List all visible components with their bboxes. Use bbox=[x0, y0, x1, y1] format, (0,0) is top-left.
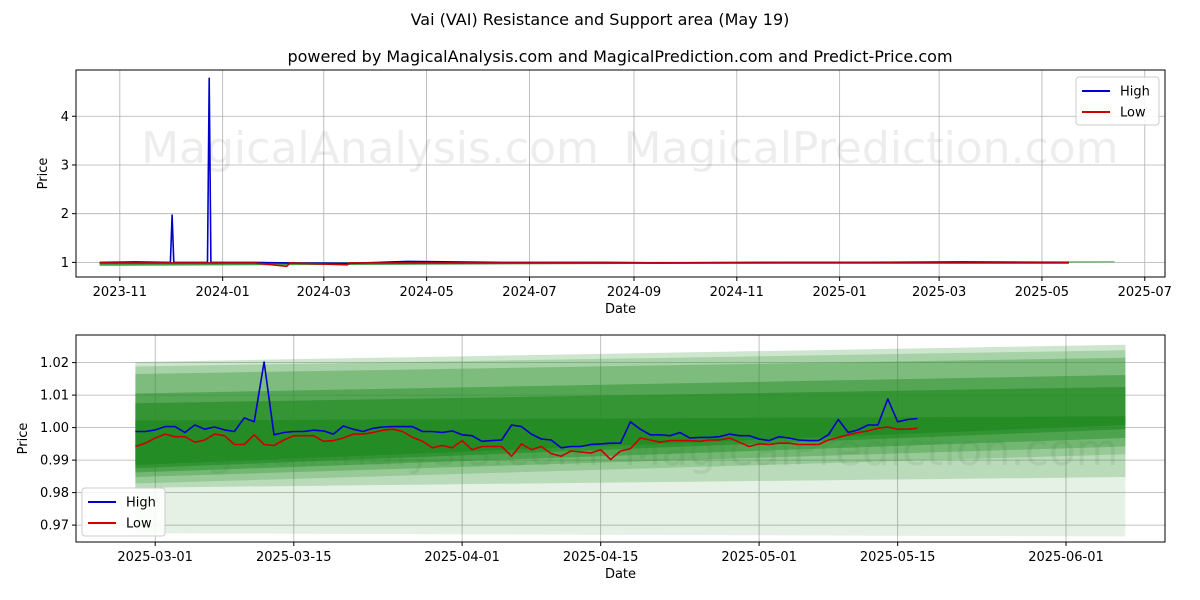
x-tick-label: 2025-05-01 bbox=[721, 550, 797, 565]
plot-frame bbox=[75, 334, 1166, 543]
series-lines bbox=[99, 77, 1069, 268]
y-tick-label: 1.01 bbox=[40, 389, 69, 404]
legend-label-low: Low bbox=[126, 517, 152, 532]
top-chart-panel: MagicalAnalysis.com MagicalPrediction.com… bbox=[36, 69, 1172, 317]
y-tick-label: 1.02 bbox=[40, 356, 69, 371]
x-tick-label: 2025-03 bbox=[912, 285, 966, 300]
x-tick-label: 2024-05 bbox=[399, 285, 453, 300]
x-tick-label: 2024-07 bbox=[502, 285, 556, 300]
y-tick-label: 0.98 bbox=[40, 486, 69, 501]
x-tick-label: 2024-11 bbox=[710, 285, 764, 300]
x-tick-label: 2025-01 bbox=[812, 285, 866, 300]
series-line-low bbox=[135, 426, 918, 461]
chart-subtitle: powered by MagicalAnalysis.com and Magic… bbox=[287, 47, 952, 66]
y-tick-label: 0.97 bbox=[40, 519, 69, 534]
x-tick-label: 2025-07 bbox=[1118, 285, 1172, 300]
legend-label-high: High bbox=[126, 496, 156, 511]
watermark: MagicalAnalysis.com MagicalPrediction.com bbox=[141, 123, 1118, 174]
y-axis-label: Price bbox=[36, 158, 51, 190]
x-tick-label: 2025-03-15 bbox=[256, 550, 332, 565]
x-tick-label: 2025-04-01 bbox=[424, 550, 500, 565]
x-tick-label: 2025-05-15 bbox=[860, 550, 936, 565]
plot-frame bbox=[75, 69, 1166, 278]
legend: High Low bbox=[81, 487, 166, 537]
y-tick-label: 0.99 bbox=[40, 454, 69, 469]
series-line-high bbox=[135, 361, 918, 449]
tick-labels: 2025-03-01 2025-03-15 2025-04-01 2025-04-15… bbox=[40, 356, 1104, 565]
chart-title: Vai (VAI) Resistance and Support area (M… bbox=[411, 10, 790, 29]
y-tick-label: 3 bbox=[61, 158, 69, 173]
x-axis-label: Date bbox=[605, 567, 636, 582]
x-tick-label: 2025-03-01 bbox=[117, 550, 193, 565]
series-lines bbox=[135, 361, 918, 461]
series-line-low bbox=[99, 262, 1069, 268]
x-axis-label: Date bbox=[605, 302, 636, 317]
x-tick-label: 2023-11 bbox=[93, 285, 147, 300]
x-tick-label: 2024-01 bbox=[195, 285, 249, 300]
legend-label-high: High bbox=[1120, 85, 1150, 100]
prediction-bands bbox=[135, 344, 1126, 537]
y-axis-label: Price bbox=[16, 423, 31, 455]
bottom-chart-panel: MagicalAnalysis.comMagicalPrediction.com… bbox=[16, 334, 1166, 582]
legend-label-low: Low bbox=[1120, 106, 1146, 121]
tick-labels: 2023-11 2024-01 2024-03 2024-05 2024-07 2024-… bbox=[61, 110, 1172, 300]
watermark-left: MagicalAnalysis.com bbox=[141, 123, 599, 174]
y-tick-label: 2 bbox=[61, 207, 69, 222]
x-tick-label: 2024-09 bbox=[607, 285, 661, 300]
y-tick-label: 4 bbox=[61, 110, 69, 125]
x-tick-label: 2025-06-01 bbox=[1028, 550, 1104, 565]
x-tick-label: 2025-05 bbox=[1015, 285, 1069, 300]
watermark-right: MagicalPrediction.com bbox=[623, 123, 1118, 174]
legend: High Low bbox=[1075, 76, 1160, 126]
x-tick-label: 2025-04-15 bbox=[563, 550, 639, 565]
y-tick-label: 1 bbox=[61, 256, 69, 271]
x-tick-label: 2024-03 bbox=[297, 285, 351, 300]
y-tick-label: 1.00 bbox=[40, 421, 69, 436]
